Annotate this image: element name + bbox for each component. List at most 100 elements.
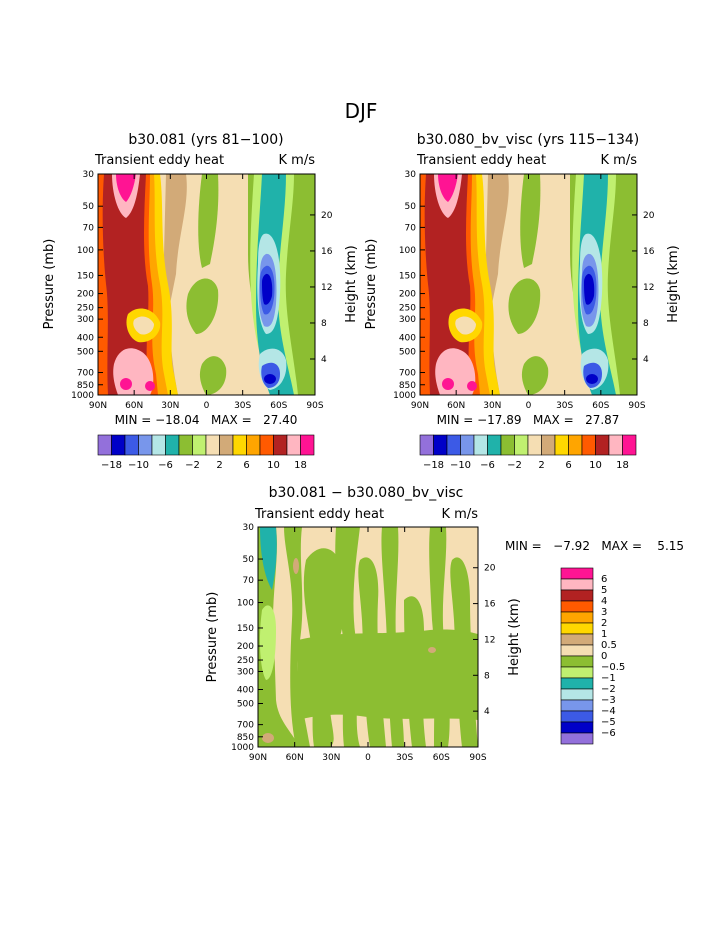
colorbar-swatch — [165, 434, 180, 456]
colorbar-label: 18 — [616, 460, 629, 471]
colorbar-label: −10 — [450, 460, 471, 471]
colorbar-label: 6 — [243, 460, 249, 471]
y-tick-label: 500 — [237, 700, 254, 710]
y2-tick-label: 12 — [484, 635, 495, 645]
colorbar-label: −3 — [601, 695, 616, 706]
colorbar-swatch — [487, 434, 502, 456]
colorbar-swatch — [560, 688, 594, 701]
y2-tick-label: 20 — [321, 211, 333, 221]
colorbar-swatch — [205, 434, 220, 456]
colorbar-swatch — [541, 434, 556, 456]
x-tick-label: 90S — [306, 401, 323, 411]
colorbar-swatch — [192, 434, 207, 456]
colorbar-label: 6 — [601, 574, 607, 585]
colorbar-label: 0.5 — [601, 640, 617, 651]
x-tick-label: 90S — [628, 401, 645, 411]
panel-c-y2label: Height (km) — [507, 598, 522, 675]
y-tick-label: 150 — [77, 271, 94, 281]
colorbar-swatch — [560, 567, 594, 580]
y-tick-label: 50 — [83, 202, 95, 212]
colorbar-label: −18 — [423, 460, 444, 471]
y-tick-label: 250 — [237, 656, 254, 666]
colorbar-swatch — [246, 434, 261, 456]
y-tick-label: 400 — [399, 333, 416, 343]
y-tick-label: 1000 — [393, 391, 416, 401]
x-tick-label: 30N — [161, 401, 179, 411]
colorbar-swatch — [514, 434, 529, 456]
panel-c-ylabel: Pressure (mb) — [205, 592, 220, 683]
x-tick-label: 0 — [204, 401, 210, 411]
y-tick-label: 400 — [237, 686, 254, 696]
colorbar-label: −2 — [185, 460, 200, 471]
x-tick-label: 30S — [234, 401, 251, 411]
colorbar-swatch — [460, 434, 475, 456]
colorbar-swatch — [560, 578, 594, 591]
colorbar-label: 5 — [601, 585, 607, 596]
panel-b: b30.080_bv_visc (yrs 115−134) Transient … — [364, 132, 681, 471]
colorbar-swatch — [527, 434, 542, 456]
colorbar-label: 2 — [216, 460, 222, 471]
panel-c-right-label: K m/s — [442, 507, 479, 522]
y2-tick-label: 16 — [321, 247, 333, 257]
colorbar-swatch — [560, 677, 594, 690]
y-tick-label: 850 — [77, 381, 94, 391]
colorbar-swatch — [124, 434, 139, 456]
colorbar-label: −6 — [158, 460, 173, 471]
y-tick-label: 70 — [405, 223, 417, 233]
y-tick-label: 200 — [77, 290, 94, 300]
x-tick-label: 90N — [89, 401, 107, 411]
panel-b-y2label: Height (km) — [666, 245, 681, 322]
colorbar-swatch — [560, 666, 594, 679]
panel-a-right-label: K m/s — [279, 153, 316, 168]
colorbar-swatch — [560, 721, 594, 734]
colorbar-label: −4 — [601, 706, 616, 717]
x-tick-label: 0 — [526, 401, 532, 411]
x-tick-label: 30N — [483, 401, 501, 411]
colorbar-swatch — [595, 434, 610, 456]
colorbar-label: 2 — [601, 618, 607, 629]
y-tick-label: 30 — [405, 170, 417, 180]
y2-tick-label: 8 — [321, 319, 327, 329]
y-tick-label: 70 — [243, 576, 255, 586]
panel-b-colorbar: −18 −10 −6 −2 2 6 10 18 — [419, 434, 637, 471]
colorbar-label: −6 — [601, 728, 616, 739]
colorbar-swatch — [560, 710, 594, 723]
colorbar-swatch — [560, 732, 594, 745]
y2-tick-label: 4 — [484, 707, 490, 717]
colorbar-swatch — [560, 655, 594, 668]
panel-c-stats: MIN = −7.92 MAX = 5.15 — [505, 539, 684, 553]
y-tick-label: 70 — [83, 223, 95, 233]
colorbar-label: −2 — [601, 684, 616, 695]
panel-a-colorbar: −18 −10 −6 −2 2 6 10 18 — [97, 434, 315, 471]
colorbar-swatch — [259, 434, 274, 456]
colorbar-swatch — [97, 434, 112, 456]
colorbar-swatch — [446, 434, 461, 456]
colorbar-swatch — [138, 434, 153, 456]
colorbar-label: 10 — [267, 460, 280, 471]
panel-b-right-label: K m/s — [601, 153, 638, 168]
y2-tick-label: 16 — [643, 247, 655, 257]
x-tick-label: 30N — [322, 753, 340, 763]
colorbar-label: −6 — [480, 460, 495, 471]
y2-tick-label: 12 — [321, 283, 332, 293]
y-tick-label: 200 — [399, 290, 416, 300]
colorbar-swatch — [560, 611, 594, 624]
colorbar-swatch — [560, 644, 594, 657]
panel-b-ylabel: Pressure (mb) — [364, 239, 379, 330]
colorbar-swatch — [300, 434, 315, 456]
colorbar-label: −1 — [601, 673, 616, 684]
y-tick-label: 150 — [237, 624, 254, 634]
colorbar-label: 4 — [601, 596, 607, 607]
x-tick-label: 60S — [270, 401, 287, 411]
y-tick-label: 500 — [399, 347, 416, 357]
page-title: DJF — [345, 99, 378, 123]
x-tick-label: 90N — [249, 753, 267, 763]
x-tick-label: 60S — [433, 753, 450, 763]
y-tick-label: 300 — [77, 315, 94, 325]
y-tick-label: 150 — [399, 271, 416, 281]
colorbar-label: −10 — [128, 460, 149, 471]
colorbar-swatch — [111, 434, 126, 456]
colorbar-swatch — [286, 434, 301, 456]
y2-tick-label: 8 — [643, 319, 649, 329]
